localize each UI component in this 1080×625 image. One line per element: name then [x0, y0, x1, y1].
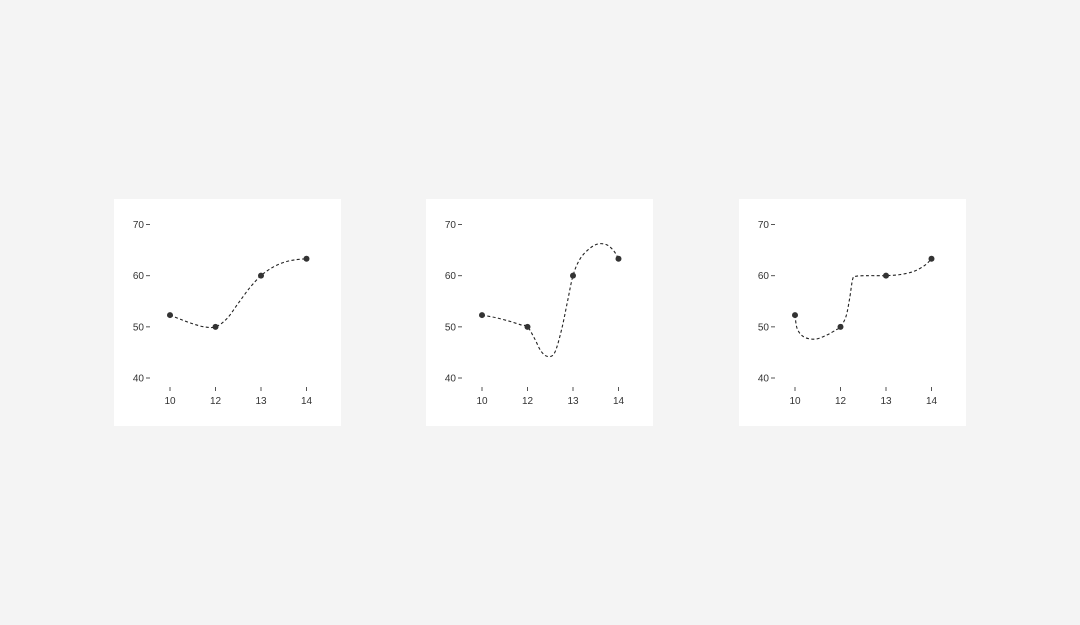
y-tick-label: 40: [758, 374, 770, 385]
y-tick-label: 50: [445, 322, 457, 333]
chart-panel-1: 40 50 60 70 10 12 13 14: [114, 199, 341, 426]
data-point: [479, 312, 485, 319]
x-tick-label: 10: [789, 396, 801, 407]
x-tick-label: 12: [210, 396, 222, 407]
line-chart-3: 40 50 60 70 10 12 13 14: [758, 220, 938, 407]
x-tick-label: 13: [567, 396, 579, 407]
y-tick-label: 70: [133, 220, 145, 231]
data-point: [837, 323, 844, 330]
series-line: [481, 243, 619, 358]
x-tick-label: 13: [255, 396, 267, 407]
x-tick-label: 12: [522, 396, 534, 407]
y-tick-label: 40: [133, 374, 145, 385]
x-tick-label: 14: [301, 396, 313, 407]
y-tick-label: 60: [758, 271, 770, 282]
y-tick-label: 70: [445, 220, 457, 231]
y-tick-label: 50: [133, 322, 145, 333]
x-tick-label: 13: [880, 396, 892, 407]
data-point: [883, 272, 889, 279]
series-line: [169, 258, 307, 329]
x-tick-label: 14: [613, 396, 625, 407]
y-tick-label: 50: [758, 322, 770, 333]
data-point: [303, 255, 310, 262]
x-tick-label: 12: [835, 396, 847, 407]
y-tick-label: 40: [445, 374, 457, 385]
x-tick-label: 10: [164, 396, 176, 407]
data-point: [792, 312, 798, 319]
x-tick-label: 14: [926, 396, 938, 407]
y-tick-label: 60: [133, 271, 145, 282]
data-point: [258, 272, 264, 279]
data-point: [570, 272, 576, 279]
chart-panel-3: 40 50 60 70 10 12 13 14: [739, 199, 966, 426]
series-line: [794, 258, 932, 340]
y-tick-label: 70: [758, 220, 770, 231]
data-point: [212, 323, 219, 330]
data-point: [615, 255, 622, 262]
data-point: [928, 255, 935, 262]
y-tick-label: 60: [445, 271, 457, 282]
chart-panel-2: 40 50 60 70 10 12 13 14: [426, 199, 653, 426]
data-point: [167, 312, 173, 319]
line-chart-1: 40 50 60 70 10 12 13 14: [133, 220, 313, 407]
line-chart-2: 40 50 60 70 10 12 13 14: [445, 220, 625, 407]
x-tick-label: 10: [476, 396, 488, 407]
data-point: [524, 323, 531, 330]
